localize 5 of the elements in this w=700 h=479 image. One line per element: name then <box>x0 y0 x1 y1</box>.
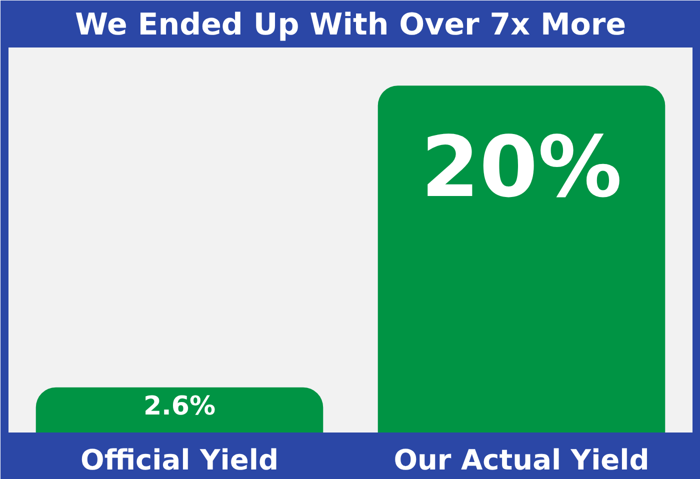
data-label: 2.6% <box>143 391 216 422</box>
chart-title: We Ended Up With Over 7x More <box>74 8 626 42</box>
x-tick-label: Our Actual Yield <box>394 444 650 476</box>
data-label: 20% <box>420 118 622 216</box>
x-tick-label: Official Yield <box>80 444 278 476</box>
